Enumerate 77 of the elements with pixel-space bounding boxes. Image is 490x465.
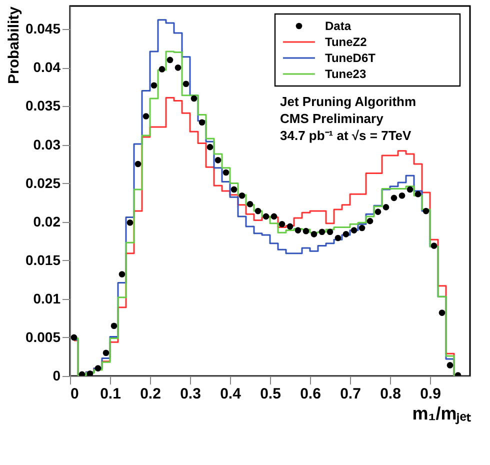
point: [230, 186, 238, 193]
x-tick-label: 0.3: [180, 386, 201, 402]
x-tick-label: 0.4: [220, 386, 242, 402]
point: [190, 95, 198, 102]
y-tick-label: 0.03: [33, 136, 61, 152]
point: [142, 113, 150, 120]
point: [278, 220, 286, 228]
point: [422, 208, 430, 214]
point: [222, 169, 230, 176]
point: [246, 200, 254, 208]
y-tick-label: 0.045: [25, 20, 61, 37]
legend-label: TuneZ2: [325, 35, 368, 49]
y-tick-label: 0.035: [25, 98, 61, 114]
point: [270, 213, 278, 220]
point: [238, 192, 246, 199]
x-tick-label: 0: [70, 386, 79, 402]
point: [110, 322, 118, 330]
point: [158, 66, 166, 72]
point: [102, 350, 110, 356]
y-tick-label: 0: [52, 368, 61, 384]
y-tick-label: 0.025: [25, 174, 61, 191]
point: [254, 208, 262, 214]
point: [174, 64, 182, 71]
point: [350, 227, 358, 234]
point: [118, 271, 126, 278]
point: [262, 213, 270, 220]
y-tick-label: 0.015: [25, 252, 61, 268]
point: [406, 186, 414, 193]
point: [150, 82, 158, 89]
point: [374, 208, 382, 215]
point: [382, 204, 390, 210]
x-tick-label: 0.2: [140, 386, 161, 402]
x-tick-label: 0.7: [340, 386, 361, 402]
point: [126, 219, 134, 226]
x-tick-label: 0.1: [100, 386, 121, 402]
x-axis-title: m₁/mⱼₑₜ: [412, 404, 472, 424]
point: [430, 242, 438, 249]
point: [86, 370, 94, 376]
y-axis-title: Probability: [5, 6, 22, 84]
point: [390, 194, 398, 202]
legend-label: Tune23: [325, 67, 366, 81]
point: [358, 224, 366, 232]
point: [318, 228, 326, 236]
y-tick-label: 0.01: [33, 290, 61, 306]
point: [206, 144, 214, 150]
x-tick-label: 0.9: [420, 386, 441, 402]
point: [326, 228, 334, 236]
point: [166, 56, 174, 64]
point: [294, 227, 302, 234]
point: [78, 371, 86, 376]
point: [182, 80, 190, 88]
point: [94, 365, 102, 372]
legend-label: Data: [325, 19, 352, 33]
point: [446, 362, 454, 368]
point: [438, 310, 446, 316]
legend-label: TuneD6T: [325, 51, 376, 65]
point: [302, 228, 310, 234]
y-tick-label: 0.02: [33, 213, 61, 230]
point: [414, 190, 422, 198]
point: [310, 231, 318, 238]
annotation: CMS Preliminary: [280, 111, 384, 126]
annotation: 34.7 pb⁻¹ at √s = 7TeV: [280, 128, 412, 143]
x-tick-label: 0.5: [260, 386, 281, 402]
point: [134, 160, 142, 168]
x-tick-label: 0.6: [300, 386, 321, 402]
annotation: Jet Pruning Algorithm: [280, 94, 416, 109]
y-tick-label: 0.005: [25, 328, 61, 345]
y-tick-label: 0.04: [33, 59, 61, 76]
point: [198, 119, 206, 126]
point: [214, 157, 222, 164]
point: [286, 223, 294, 230]
point: [366, 218, 374, 224]
point: [334, 234, 342, 242]
x-tick-label: 0.8: [380, 386, 401, 402]
point: [398, 192, 406, 199]
point: [342, 231, 350, 238]
point: [70, 334, 78, 341]
